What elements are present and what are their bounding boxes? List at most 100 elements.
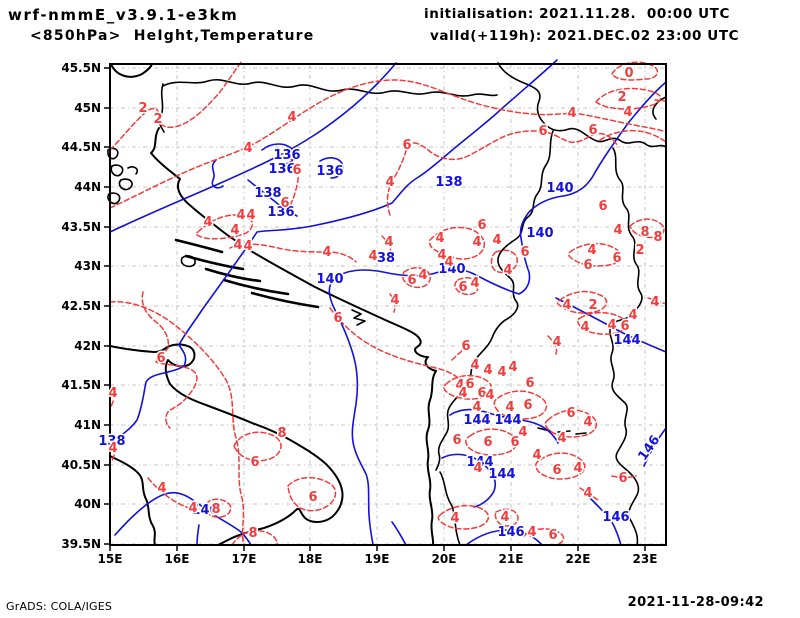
temperature-contour-label: 6 — [292, 163, 301, 178]
lon-tick-label: 23E — [633, 552, 658, 566]
temperature-contour-label: 4 — [435, 231, 444, 246]
height-contour-label: 140 — [191, 503, 218, 518]
temp-contour-mid-6 — [329, 307, 469, 387]
temperature-contour-label: 4 — [455, 378, 464, 393]
temperature-contour-label: 6 — [280, 196, 289, 211]
temperature-contour-label: 4 — [472, 235, 481, 250]
temperature-contour-label: 2 — [153, 112, 162, 127]
temperature-contour-label: 4 — [607, 318, 616, 333]
temperature-contour-label: 4 — [368, 249, 377, 264]
height-contour-label: 144 — [463, 413, 490, 428]
lon-tick-label: 22E — [566, 552, 591, 566]
height-contour-label: 136 — [268, 162, 295, 177]
height-contour-144-south — [441, 408, 559, 508]
temperature-contour-label: 4 — [322, 245, 331, 260]
border-una — [158, 83, 165, 133]
temperature-contour-label: 2 — [138, 101, 147, 116]
lon-tick-label: 16E — [165, 552, 190, 566]
plot-subtitle: <850hPa> HeIght,Temperature — [30, 28, 315, 44]
height-contour-label: 144 — [613, 333, 640, 348]
temperature-contour-label: 6 — [407, 273, 416, 288]
temperature-contour-label: 4 — [444, 255, 453, 270]
temperature-contour-label: 4 — [236, 208, 245, 223]
height-contour-label: 38 — [377, 251, 395, 266]
temperature-contour-label: 4 — [384, 235, 393, 250]
temperature-contour-label: 6 — [520, 245, 529, 260]
lon-tick-label: 15E — [98, 552, 123, 566]
temperature-contour-label: 6 — [477, 218, 486, 233]
temperature-contour-label: 4 — [287, 110, 296, 125]
coastline-kotor-bay — [351, 309, 366, 326]
island-streak-4 — [222, 278, 290, 296]
temp-contour-6-north — [386, 130, 619, 216]
temperature-contour-label: 6 — [510, 435, 519, 450]
map-frame — [109, 63, 667, 546]
temp-contour-south-cluster — [437, 335, 637, 546]
coastline-italy-adriatic — [109, 343, 344, 546]
lat-axis-labels: 45.5N 45N 44.5N 44N 43.5N 43N 42.5N 42N 41.5N 41N… — [61, 61, 101, 551]
height-contour-label: 140 — [526, 226, 553, 241]
temperature-contour-label: 6 — [588, 123, 597, 138]
lat-tick-label: 44N — [74, 180, 101, 194]
temperature-contour-label: 4 — [472, 400, 481, 415]
temperature-contour-label: 4 — [650, 295, 659, 310]
temperature-contour-label: 2 — [635, 243, 644, 258]
temperature-contour-label: 4 — [473, 461, 482, 476]
temperature-contour-label: 4 — [470, 358, 479, 373]
height-contour-label: 144 — [488, 467, 515, 482]
height-contour-label: 146 — [497, 525, 524, 540]
border-inland-west-balkan — [435, 130, 554, 471]
temperature-contour-label: 4 — [532, 448, 541, 463]
axis-ticks — [104, 67, 646, 551]
temperature-contour-label: 4 — [628, 308, 637, 323]
height-contour-label: 140 — [546, 181, 573, 196]
temperature-contour-label: 4 — [583, 486, 592, 501]
temperature-contour-label: 4 — [230, 223, 239, 238]
height-contour-label: 140 — [438, 262, 465, 277]
temperature-contour-label: 4 — [108, 441, 117, 456]
lat-tick-label: 42N — [74, 339, 101, 353]
lat-tick-label: 44.5N — [61, 140, 101, 154]
temperature-contour-label: 4 — [508, 360, 517, 375]
temperature-contour-label: 6 — [308, 490, 317, 505]
temperature-contour-label: 4 — [390, 293, 399, 308]
temperature-contour-label: 6 — [612, 251, 621, 266]
temperature-contour-label: 8 — [211, 502, 220, 517]
border-east-chain — [609, 147, 643, 546]
temperature-contour-label: 6 — [598, 199, 607, 214]
temp-contour-2-nw — [109, 61, 242, 151]
lat-tick-label: 41.5N — [61, 378, 101, 392]
temperature-contour-label: 4 — [500, 510, 509, 525]
temperature-contour-label: 8 — [640, 225, 649, 240]
temperature-contour-label: 6 — [566, 406, 575, 421]
coastline-nw-slovenia — [110, 63, 153, 78]
height-contour-label: 144 — [494, 413, 521, 428]
island-small-oval — [180, 255, 196, 268]
temperature-contour-label: 6 — [477, 386, 486, 401]
temperature-contour-label: 4 — [188, 501, 197, 516]
temperature-contour-label: 4 — [613, 223, 622, 238]
temperature-contour-label: 4 — [497, 365, 506, 380]
temperature-contour-label: 6 — [525, 376, 534, 391]
temperature-contour-label: 4 — [243, 141, 252, 156]
height-contour-label: 136 — [316, 164, 343, 179]
temperature-contour-label: 4 — [562, 298, 571, 313]
temperature-contour-label: 4 — [567, 106, 576, 121]
lon-axis-labels: 15E 16E 17E 18E 19E 20E 21E 22E 23E — [98, 552, 658, 566]
valid-time: valId(+119h): 2021.DEC.02 23:00 UTC — [430, 28, 740, 44]
lat-tick-label: 39.5N — [61, 537, 101, 551]
temperature-contour-label: 4 — [483, 363, 492, 378]
temperature-contour-label: 6 — [620, 319, 629, 334]
temperature-contour-label: 4 — [246, 208, 255, 223]
temp-contour-gargano — [141, 291, 198, 429]
temp-contour-4-long — [109, 79, 667, 209]
temperature-contour-label: 4 — [527, 525, 536, 540]
temperature-contour-label: 6 — [465, 377, 474, 392]
height-contour-sw — [114, 491, 407, 546]
height-contour-label: 146 — [602, 510, 629, 525]
lon-tick-label: 20E — [432, 552, 457, 566]
border-albania-greece — [439, 471, 461, 546]
lat-tick-label: 41N — [74, 418, 101, 432]
temperature-contour-label: 6 — [538, 124, 547, 139]
